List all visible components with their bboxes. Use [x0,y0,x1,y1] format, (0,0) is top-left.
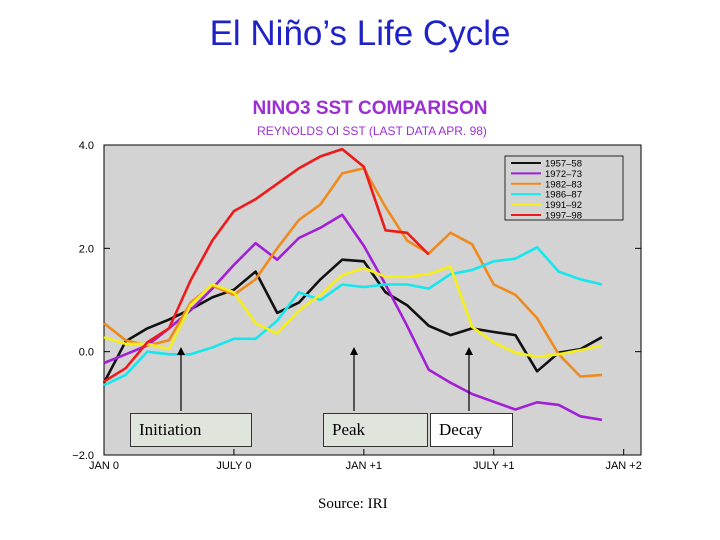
x-tick-label: JAN +2 [605,460,641,472]
decay-arrow-head [465,347,473,355]
y-tick-label: −2.0 [72,450,94,462]
y-tick-label: 2.0 [79,243,94,255]
x-tick-label: JULY +1 [473,460,514,472]
chart-title: NINO3 SST COMPARISON [252,98,487,119]
x-tick-label: JULY 0 [216,460,251,472]
legend-label: 1957–58 [545,159,582,170]
legend-label: 1986–87 [545,190,582,201]
x-tick-label: JAN 0 [89,460,119,472]
y-tick-label: 0.0 [79,347,94,359]
series-line-5 [103,147,430,383]
phase-label-decay: Decay [430,413,513,447]
chart-subtitle: REYNOLDS OI SST (LAST DATA APR. 98) [257,124,487,138]
legend-label: 1972–73 [545,169,582,180]
initiation-arrow-head [177,347,185,355]
series-line-4 [103,265,603,359]
phase-label-peak: Peak [323,413,428,447]
legend-label: 1997–98 [545,211,582,222]
y-tick-label: 4.0 [79,140,94,152]
peak-arrow-head [350,347,358,355]
x-tick-label: JAN +1 [346,460,382,472]
legend-label: 1982–83 [545,179,582,190]
legend: 1957–581972–731982–831986–871991–921997–… [504,155,624,222]
phase-label-initiation: Initiation [130,413,252,447]
series-line-3 [103,246,603,387]
slide-title: El Niño’s Life Cycle [209,14,511,53]
legend-label: 1991–92 [545,200,582,211]
source-note: Source: IRI [318,496,388,512]
series-line-2 [103,167,603,378]
legend-box [504,155,624,221]
